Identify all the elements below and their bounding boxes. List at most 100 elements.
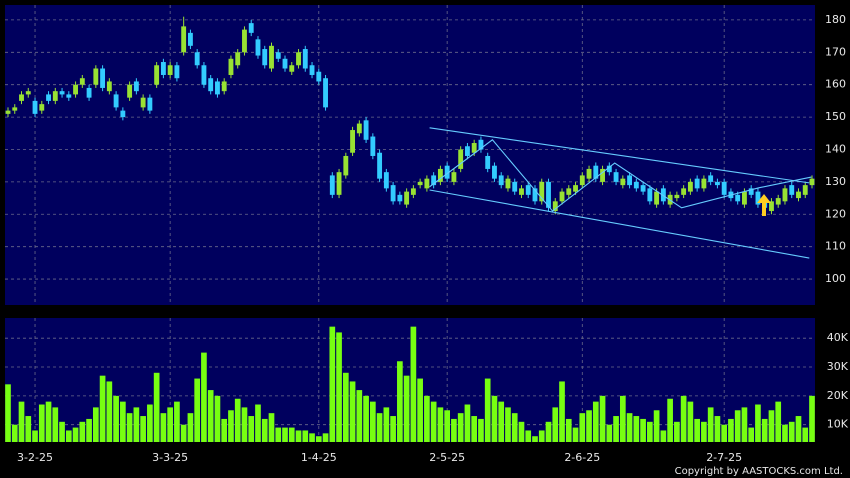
x-tick-label: 2-6-25 bbox=[564, 451, 600, 464]
volume-bar bbox=[363, 395, 369, 442]
y-tick-label: 130 bbox=[825, 175, 846, 188]
candle-body bbox=[201, 65, 207, 85]
candle-body bbox=[363, 120, 369, 140]
volume-bar bbox=[167, 407, 173, 442]
candle-body bbox=[86, 87, 92, 98]
candle-body bbox=[748, 188, 754, 195]
volume-bar bbox=[505, 407, 511, 442]
volume-bar bbox=[653, 410, 660, 442]
candle-body bbox=[302, 49, 308, 69]
volume-bar bbox=[322, 433, 329, 442]
volume-bar bbox=[775, 401, 782, 442]
volume-bar bbox=[376, 413, 383, 442]
volume-bar bbox=[106, 381, 113, 442]
volume-bar bbox=[768, 410, 775, 442]
volume-bar bbox=[180, 424, 187, 442]
volume-bar bbox=[329, 326, 336, 442]
volume-bar bbox=[761, 418, 768, 442]
candle-body bbox=[769, 201, 774, 212]
copyright: Copyright by AASTOCKS.com Ltd. bbox=[675, 466, 843, 477]
candle-body bbox=[775, 198, 781, 205]
volume-bar bbox=[207, 390, 214, 442]
volume-bar bbox=[478, 418, 484, 442]
trend-line bbox=[429, 189, 810, 259]
candle-body bbox=[633, 181, 639, 189]
candle-body bbox=[160, 62, 166, 75]
candle-body bbox=[654, 191, 660, 205]
y-tick-label: 180 bbox=[825, 13, 846, 26]
candle-body bbox=[174, 65, 180, 79]
volume-bar bbox=[140, 416, 146, 442]
y-tick-label: 160 bbox=[825, 78, 846, 91]
candle-body bbox=[505, 178, 511, 189]
volume-bar bbox=[782, 424, 788, 442]
x-tick-label: 2-5-25 bbox=[429, 451, 465, 464]
candle-body bbox=[93, 68, 99, 85]
volume-bar bbox=[221, 418, 228, 442]
candle-body bbox=[742, 191, 747, 205]
candle-body bbox=[681, 188, 687, 195]
candle-body bbox=[579, 175, 585, 186]
volume-bar bbox=[52, 407, 59, 442]
candle-body bbox=[350, 130, 356, 153]
volume-bar bbox=[214, 395, 221, 442]
x-tick-label: 3-3-25 bbox=[152, 451, 188, 464]
candle-body bbox=[356, 123, 362, 134]
volume-bar bbox=[417, 378, 423, 442]
candle-body bbox=[242, 29, 247, 53]
candle-body bbox=[410, 188, 416, 195]
volume-bar bbox=[579, 413, 586, 442]
volume-bar bbox=[694, 418, 700, 442]
candle-body bbox=[133, 81, 139, 92]
candle-body bbox=[525, 185, 531, 195]
volume-bar bbox=[484, 378, 491, 442]
candle-body bbox=[127, 84, 133, 98]
candle-body bbox=[519, 188, 524, 195]
candle-body bbox=[282, 58, 288, 69]
volume-bar bbox=[72, 427, 79, 442]
candle-body bbox=[796, 191, 801, 199]
candle-body bbox=[187, 32, 193, 46]
volume-bar bbox=[397, 361, 403, 442]
candle-body bbox=[194, 52, 200, 66]
volume-bar bbox=[701, 421, 707, 442]
volume-bar bbox=[721, 424, 728, 442]
volume-bar bbox=[32, 430, 38, 442]
candle-body bbox=[181, 26, 187, 53]
plot-layer: 100 110 120 130 140 150 160 170 180 10K 20K 30K 40K 3… bbox=[5, 5, 849, 464]
volume-bar bbox=[160, 413, 167, 442]
volume-bar bbox=[592, 401, 599, 442]
volume-bar bbox=[424, 395, 430, 442]
candle-body bbox=[221, 81, 227, 92]
x-tick-label: 3-2-25 bbox=[17, 451, 53, 464]
candle-body bbox=[431, 175, 437, 186]
candle-body bbox=[694, 178, 700, 189]
volume-bar bbox=[288, 427, 295, 442]
volume-bar bbox=[734, 410, 741, 442]
volume-bar bbox=[356, 390, 363, 442]
candle-body bbox=[485, 155, 491, 169]
volume-bar bbox=[268, 413, 275, 442]
candle-body bbox=[566, 188, 572, 195]
volume-bar bbox=[241, 407, 248, 442]
candle-body bbox=[113, 94, 119, 108]
volume-bar bbox=[11, 424, 18, 442]
volume-bar bbox=[92, 407, 99, 442]
volume-bar bbox=[647, 421, 653, 442]
candle-body bbox=[106, 81, 112, 92]
candle-body bbox=[789, 185, 795, 195]
candle-body bbox=[235, 52, 241, 66]
volume-bar bbox=[5, 384, 11, 442]
candle-body bbox=[46, 94, 51, 101]
x-tick-label: 2-7-25 bbox=[706, 451, 742, 464]
candle-body bbox=[593, 165, 599, 179]
volume-bar bbox=[437, 407, 444, 442]
y2-tick-label: 40K bbox=[827, 331, 849, 344]
candle-body bbox=[613, 172, 619, 182]
trend-line bbox=[429, 127, 810, 184]
volume-bar bbox=[255, 404, 261, 442]
volume-bar bbox=[707, 407, 714, 442]
candle-body bbox=[552, 201, 558, 212]
candle-body bbox=[606, 165, 612, 173]
candle-body bbox=[755, 191, 761, 205]
